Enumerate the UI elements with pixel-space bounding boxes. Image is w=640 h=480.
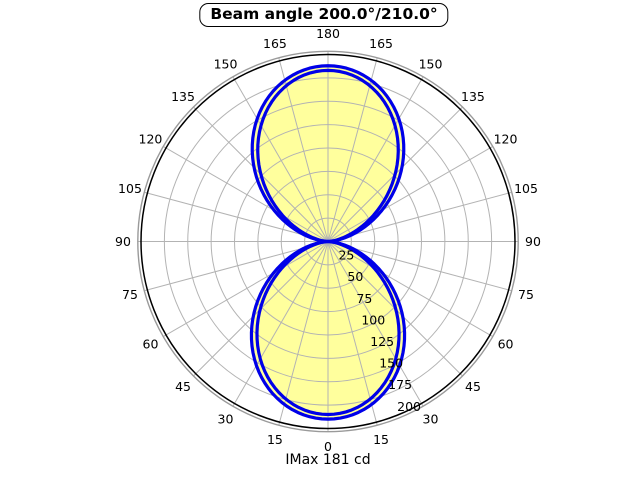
grid-spoke [232, 76, 329, 242]
outer-ring-shadow [137, 50, 519, 433]
beam-curve-up-210 [250, 64, 406, 244]
beam-curve-up-200 [256, 68, 400, 244]
angle-tick-label: 45 [175, 379, 191, 394]
radius-tick-label: 50 [347, 269, 363, 284]
angle-tick-label: 105 [514, 181, 538, 196]
grid-spoke [163, 241, 329, 338]
angle-tick-label: 165 [263, 36, 287, 51]
grid-spoke [327, 191, 512, 242]
grid-spoke [327, 76, 424, 242]
angle-tick-label: 120 [494, 132, 518, 147]
grid-ring [187, 100, 469, 383]
grid-ring [280, 194, 376, 289]
beam-curve-down-200 [255, 239, 401, 417]
angle-tick-label: 90 [525, 234, 541, 249]
radius-tick-label: 75 [356, 291, 372, 306]
grid-ring [304, 217, 352, 266]
angle-tick-label: 180 [316, 26, 340, 41]
angle-tick-label: 75 [518, 287, 534, 302]
angle-tick-label: 150 [419, 56, 443, 71]
angle-tick-label: 15 [373, 432, 389, 447]
angle-tick-label: 90 [115, 234, 131, 249]
outer-ring [140, 53, 516, 430]
angle-tick-label: 45 [465, 379, 481, 394]
angle-tick-label: 30 [218, 412, 234, 427]
grid-spoke [327, 241, 512, 292]
angle-tick-label: 0 [324, 439, 332, 454]
grid-spoke [278, 241, 329, 426]
angle-tick-label: 30 [423, 412, 439, 427]
chart-title: Beam angle 200.0°/210.0° [210, 5, 438, 23]
radius-tick-label: 175 [388, 377, 412, 392]
angle-tick-label: 135 [171, 89, 195, 104]
grid-spoke [278, 57, 329, 242]
radius-tick-label: 125 [370, 334, 394, 349]
grid-spoke [327, 57, 378, 242]
radius-tick-label: 150 [379, 356, 403, 371]
radius-tick-label: 100 [361, 312, 385, 327]
angle-tick-label: 15 [267, 432, 283, 447]
imax-label: IMax 181 cd [285, 452, 371, 468]
grid-ring [234, 147, 422, 336]
grid-spoke [327, 241, 493, 338]
chart-title-box: Beam angle 200.0°/210.0° [199, 3, 449, 27]
grid-spoke [232, 241, 329, 407]
angle-tick-label: 75 [122, 287, 138, 302]
grid-ring [257, 170, 399, 313]
angle-tick-label: 60 [143, 337, 159, 352]
angle-tick-label: 165 [369, 36, 393, 51]
beam-curve-down-210 [249, 239, 407, 421]
angle-tick-label: 135 [461, 89, 485, 104]
angle-tick-label: 105 [118, 181, 142, 196]
grid-spoke [144, 241, 329, 292]
grid-spoke [144, 191, 329, 242]
grid-spoke [163, 145, 329, 242]
angle-tick-label: 150 [214, 56, 238, 71]
grid-spoke [327, 241, 424, 407]
angle-tick-label: 60 [498, 337, 514, 352]
grid-ring [210, 124, 446, 359]
angle-tick-label: 120 [139, 132, 163, 147]
radius-tick-label: 25 [338, 248, 354, 263]
grid-ring [163, 77, 493, 406]
radius-tick-label: 200 [397, 399, 421, 414]
grid-spoke [327, 145, 493, 242]
grid-spoke [327, 241, 378, 426]
